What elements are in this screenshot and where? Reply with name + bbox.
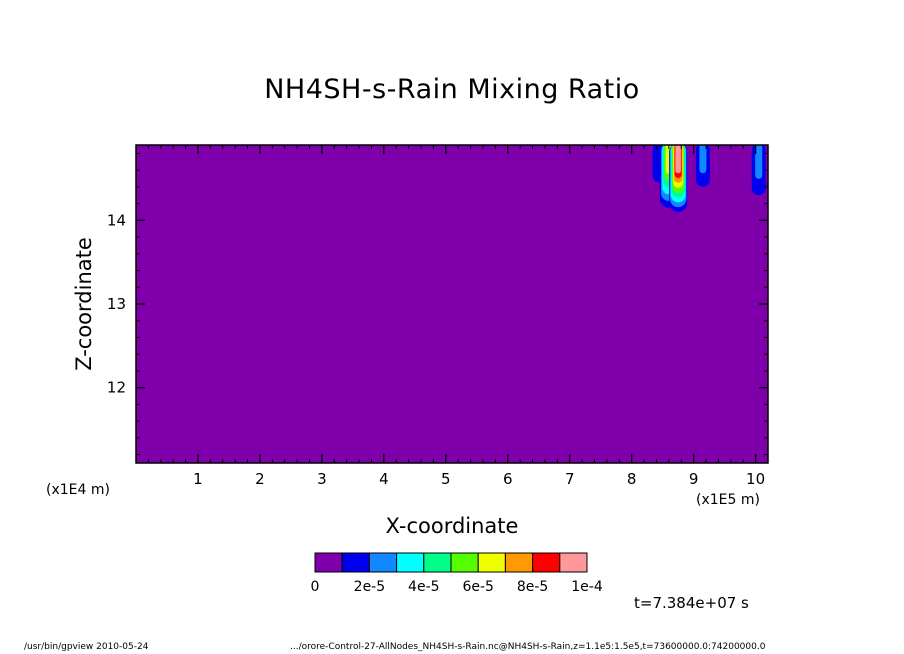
- x-tick-label: 3: [317, 470, 327, 488]
- chart-title: NH4SH-s-Rain Mixing Ratio: [264, 74, 640, 105]
- x-axis-label: X-coordinate: [385, 514, 519, 538]
- colorbar-label: 1e-4: [571, 579, 603, 595]
- x-tick-label: 2: [255, 470, 265, 488]
- colorbar-swatch: [341, 552, 370, 573]
- colorbar-swatch: [477, 552, 506, 573]
- colorbar-swatch: [314, 552, 343, 573]
- y-tick-label: 14: [107, 211, 126, 229]
- colorbar-label: 0: [311, 579, 320, 595]
- x-tick-label: 4: [379, 470, 389, 488]
- y-axis-label: Z-coordinate: [72, 237, 96, 371]
- x-tick-label: 10: [746, 470, 765, 488]
- x-tick-label: 6: [503, 470, 513, 488]
- contour-feature: [669, 145, 688, 212]
- y-tick-label: 12: [107, 379, 126, 397]
- contour-feature: [695, 145, 710, 187]
- colorbar-swatch: [368, 552, 398, 573]
- colorbar-label: 2e-5: [354, 579, 385, 595]
- y-axis-multiplier: (x1E4 m): [46, 482, 110, 498]
- colorbar-swatch: [423, 552, 452, 573]
- x-tick-label: 9: [689, 470, 699, 488]
- contour-level-9: [675, 145, 681, 174]
- x-tick-label: 7: [565, 470, 575, 488]
- contour-level-2: [699, 145, 707, 174]
- colorbar-label: 8e-5: [517, 579, 548, 595]
- x-tick-label: 5: [441, 470, 451, 488]
- colorbar: 0 2e-5 4e-5 6e-5 8e-5 1e-4: [311, 552, 603, 595]
- y-tick-label: 13: [107, 295, 126, 313]
- contour-feature: [751, 145, 766, 196]
- time-label: t=7.384e+07 s: [634, 594, 749, 612]
- x-axis-multiplier: (x1E5 m): [696, 492, 760, 508]
- footer-right: .../orore-Control-27-AllNodes_NH4SH-s-Ra…: [290, 642, 766, 652]
- colorbar-swatch: [450, 552, 479, 573]
- contour-level-2: [755, 145, 763, 179]
- colorbar-label: 6e-5: [462, 579, 493, 595]
- colorbar-swatch: [532, 552, 561, 573]
- colorbar-swatch: [559, 552, 588, 573]
- x-tick-label: 8: [627, 470, 637, 488]
- footer-left: /usr/bin/gpview 2010-05-24: [24, 642, 149, 652]
- x-tick-label: 1: [193, 470, 203, 488]
- colorbar-label: 4e-5: [408, 579, 439, 595]
- contour-features: [652, 145, 766, 212]
- colorbar-swatch: [504, 552, 534, 573]
- colorbar-swatch: [396, 552, 425, 573]
